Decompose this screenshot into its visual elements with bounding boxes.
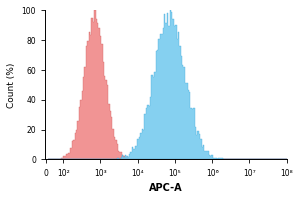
Y-axis label: Count (%): Count (%) [7, 62, 16, 108]
X-axis label: APC-A: APC-A [149, 183, 183, 193]
